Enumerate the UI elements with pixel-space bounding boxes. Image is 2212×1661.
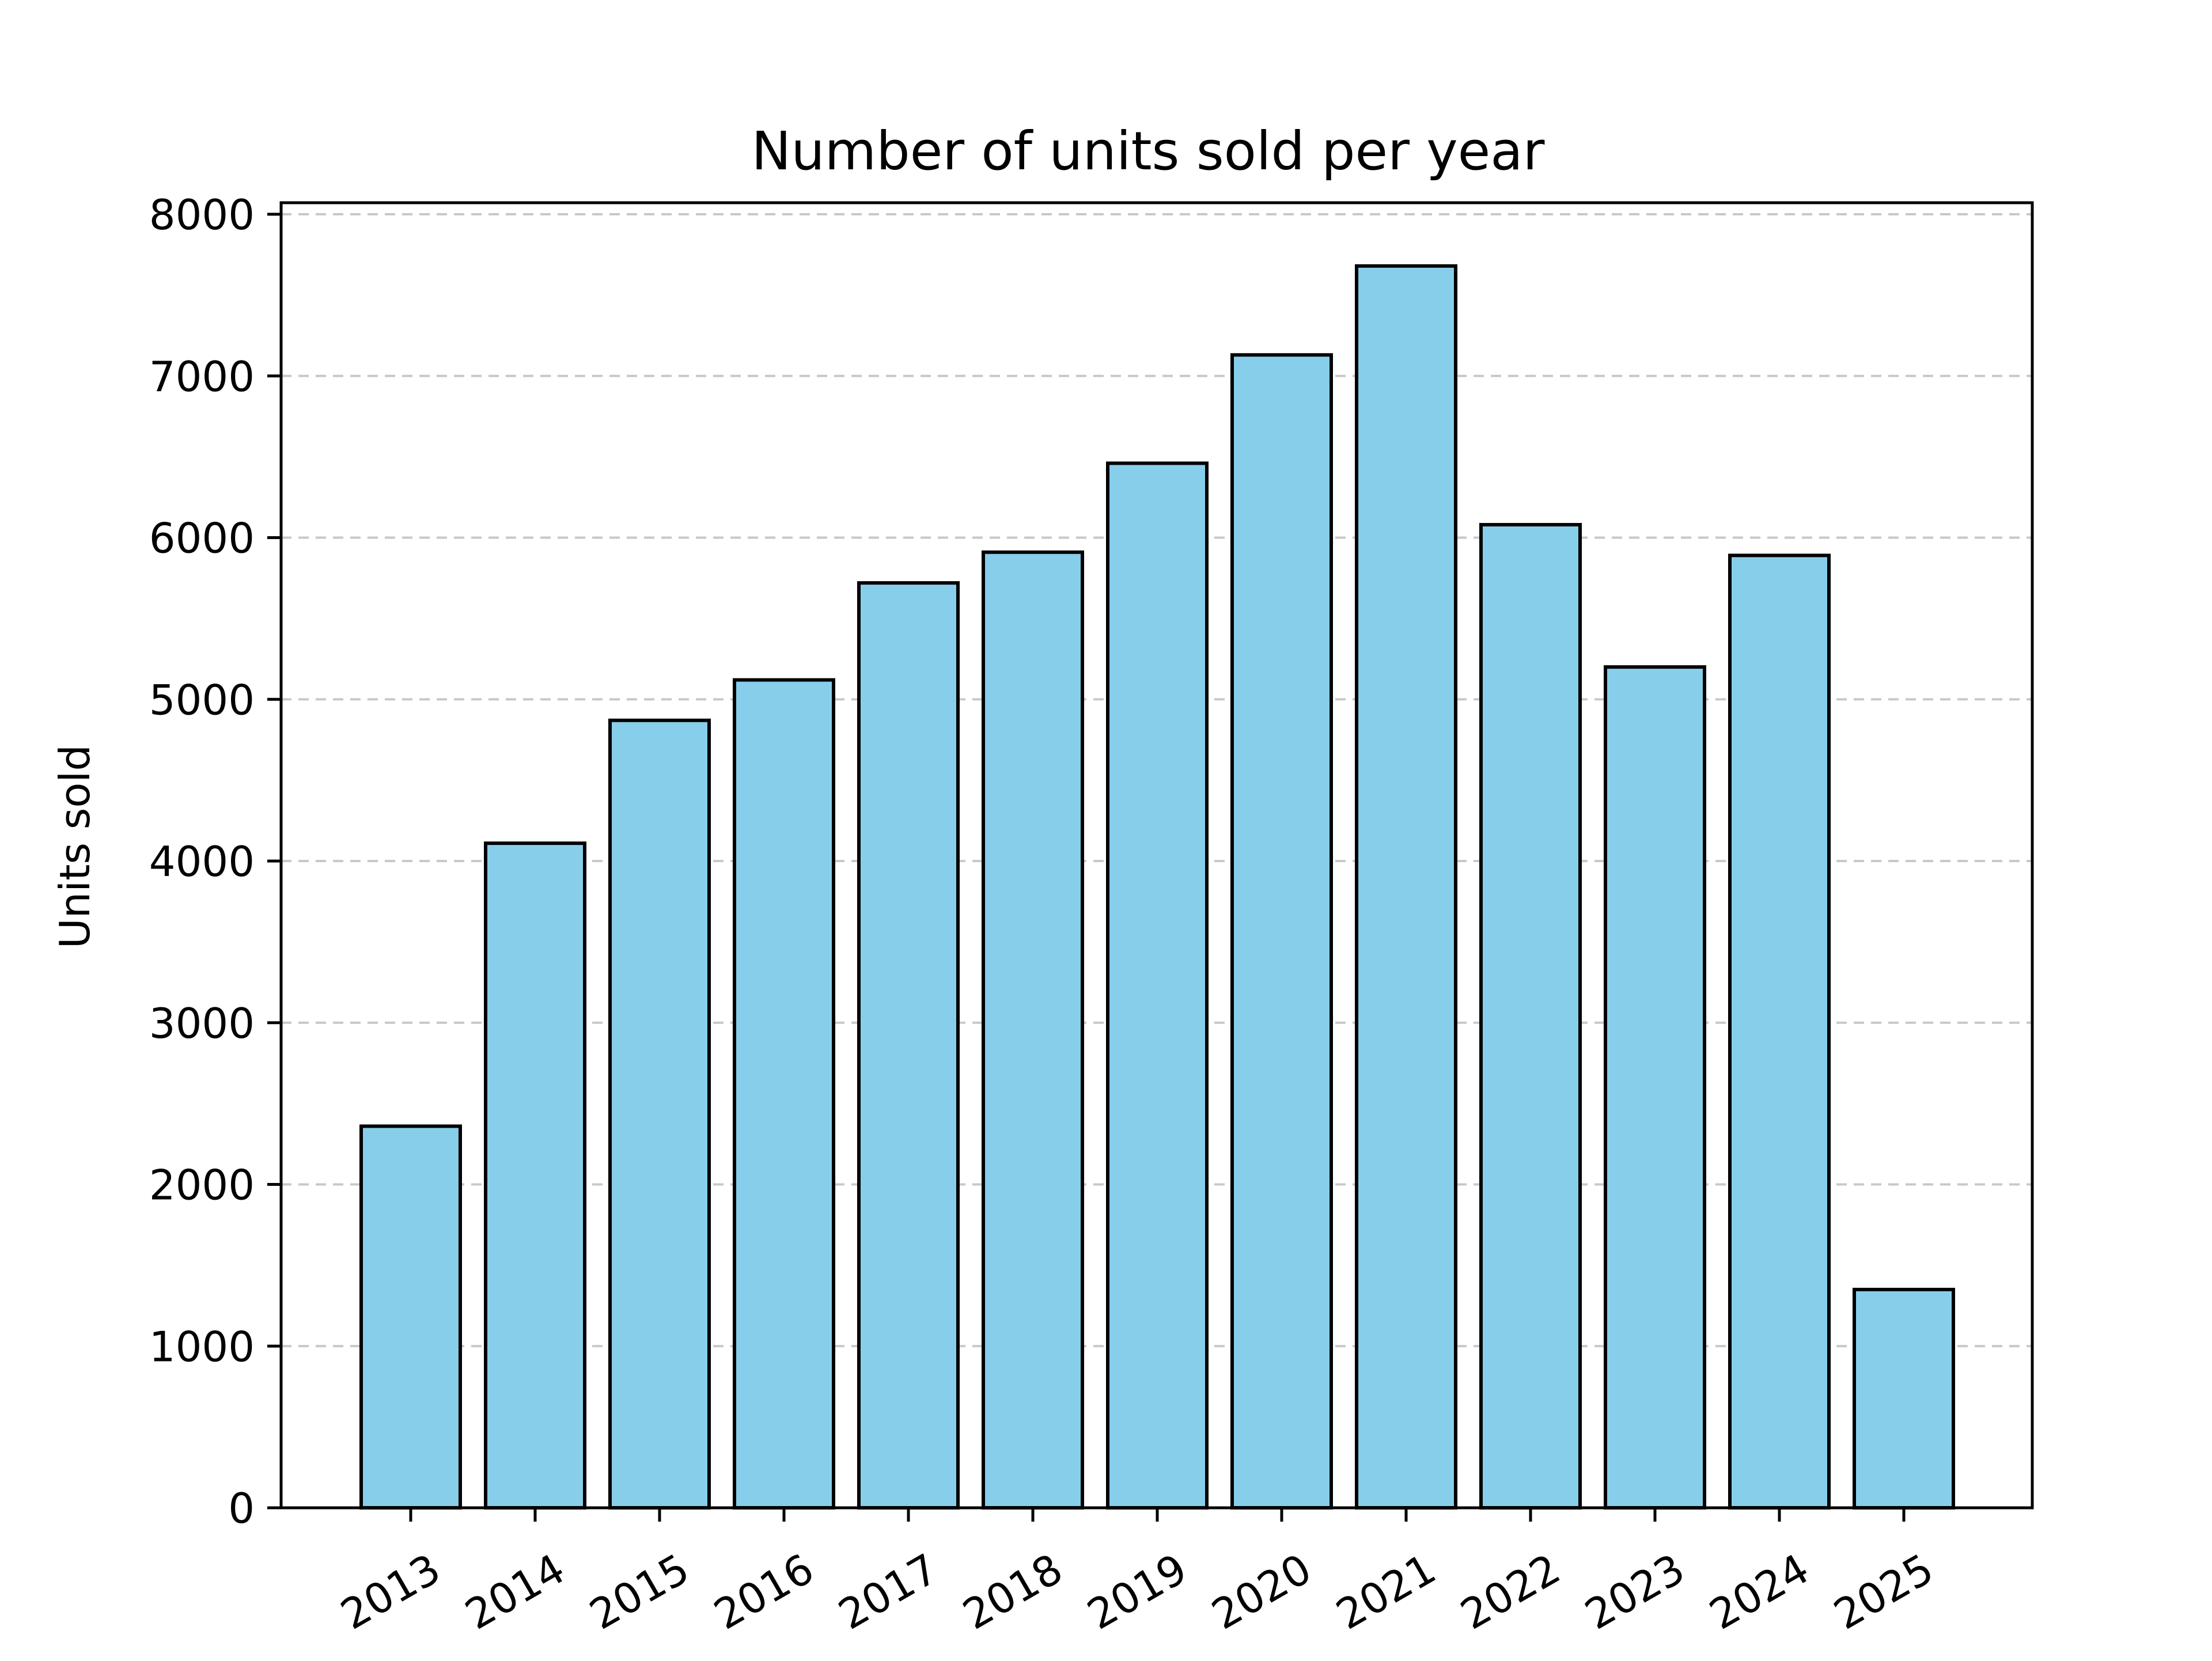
y-tick-label: 2000 <box>149 1161 255 1209</box>
y-tick-label: 5000 <box>149 676 255 724</box>
chart-title: Number of units sold per year <box>752 120 1545 182</box>
y-tick-label: 7000 <box>149 352 255 401</box>
bar-2021 <box>1355 264 1457 1510</box>
bar-2019 <box>1106 461 1209 1510</box>
y-tick-label: 8000 <box>149 191 255 239</box>
bar-2023 <box>1604 665 1706 1510</box>
y-tick-label: 1000 <box>149 1322 255 1371</box>
bar-2014 <box>484 841 586 1510</box>
bar-2025 <box>1853 1287 1955 1510</box>
y-axis-label: Units sold <box>51 745 99 949</box>
bar-2017 <box>857 581 960 1510</box>
bar-2018 <box>982 550 1084 1510</box>
y-ticks: 0 1000 2000 3000 4000 5000 6000 7000 8000 <box>149 191 281 1533</box>
y-tick-label: 4000 <box>149 837 255 886</box>
y-tick-label: 0 <box>228 1484 255 1533</box>
bar-2015 <box>608 718 711 1510</box>
bar-2024 <box>1728 553 1831 1510</box>
y-tick-label: 3000 <box>149 999 255 1048</box>
y-tick-label: 6000 <box>149 514 255 563</box>
bar-2013 <box>359 1124 462 1510</box>
bar-2022 <box>1479 523 1582 1510</box>
bar-2016 <box>733 678 835 1510</box>
bar-2020 <box>1230 353 1333 1510</box>
